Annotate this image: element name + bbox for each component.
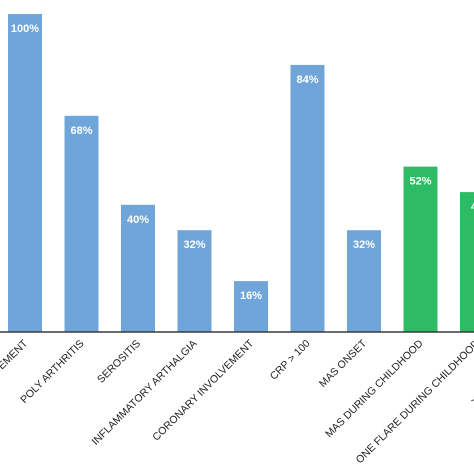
bar-8 [403, 166, 438, 332]
data-label-1: 100% [11, 23, 39, 35]
data-label-7: 32% [353, 239, 375, 251]
data-label-5: 16% [240, 290, 262, 302]
data-label-4: 32% [183, 239, 205, 251]
tick-label-2: POLY ARTHRITIS [18, 338, 86, 406]
bars-layer: 100% 68% 40% 32% 16% 84% 32% 52% 44 [8, 14, 474, 333]
bar-3 [121, 204, 155, 332]
bar-4 [177, 230, 212, 332]
bar-9 [460, 192, 474, 332]
tick-label-5: CORONARY INVOLVEMENT [150, 337, 256, 443]
tick-label-1: EMENT [0, 337, 31, 372]
bar-2 [64, 115, 99, 332]
bar-6 [290, 64, 325, 333]
data-label-9: 44 [471, 201, 474, 213]
tick-label-3: SEROSITIS [95, 338, 143, 386]
data-label-8: 52% [409, 176, 431, 188]
tick-label-6: CRP > 100 [268, 338, 313, 383]
data-label-3: 40% [127, 214, 149, 226]
data-label-2: 68% [70, 125, 92, 137]
bar-5 [234, 281, 268, 332]
data-label-6: 84% [296, 74, 318, 86]
tick-label-7: MAS ONSET [317, 337, 370, 390]
bar-1 [8, 14, 42, 332]
tick-label-4: INFLAMMATORY ARTHALGIA [90, 338, 200, 448]
tick-label-8: MAS DURING CHILDHOOD [323, 337, 426, 440]
bar-7 [347, 230, 381, 332]
